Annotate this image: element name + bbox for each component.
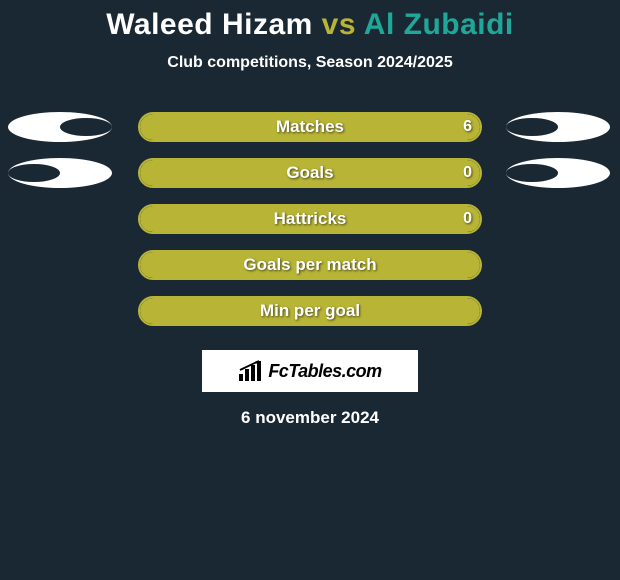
- side-ellipse-right: [506, 112, 610, 142]
- bar-fill: [140, 298, 480, 324]
- ellipse-gap: [8, 164, 60, 182]
- bar-track: [138, 204, 482, 234]
- ellipse-gap: [506, 164, 558, 182]
- ellipse-gap: [60, 118, 112, 136]
- infographic-container: Waleed Hizam vs Al Zubaidi Club competit…: [0, 0, 620, 428]
- side-ellipse-left: [8, 158, 112, 188]
- bar-track: [138, 250, 482, 280]
- logo-inner: FcTables.com: [238, 360, 381, 382]
- bar-track: [138, 112, 482, 142]
- logo-box: FcTables.com: [202, 350, 418, 392]
- logo-text: FcTables.com: [268, 361, 381, 382]
- bar-fill: [140, 160, 480, 186]
- stat-row: Hattricks0: [0, 196, 620, 242]
- bar-track: [138, 296, 482, 326]
- player1-name: Waleed Hizam: [106, 8, 313, 41]
- ellipse-gap: [506, 118, 558, 136]
- date-text: 6 november 2024: [0, 408, 620, 428]
- stat-row: Min per goal: [0, 288, 620, 334]
- bar-fill: [140, 114, 480, 140]
- stat-row: Matches6: [0, 104, 620, 150]
- side-ellipse-left: [8, 112, 112, 142]
- comparison-title: Waleed Hizam vs Al Zubaidi: [0, 8, 620, 42]
- vs-text: vs: [322, 8, 356, 41]
- bar-fill: [140, 252, 480, 278]
- stat-rows: Matches6Goals0Hattricks0Goals per matchM…: [0, 104, 620, 334]
- stat-row: Goals0: [0, 150, 620, 196]
- stat-row: Goals per match: [0, 242, 620, 288]
- bar-track: [138, 158, 482, 188]
- side-ellipse-right: [506, 158, 610, 188]
- player2-name: Al Zubaidi: [364, 8, 514, 41]
- subtitle: Club competitions, Season 2024/2025: [0, 54, 620, 72]
- bar-fill: [140, 206, 480, 232]
- bars-icon: [238, 360, 262, 382]
